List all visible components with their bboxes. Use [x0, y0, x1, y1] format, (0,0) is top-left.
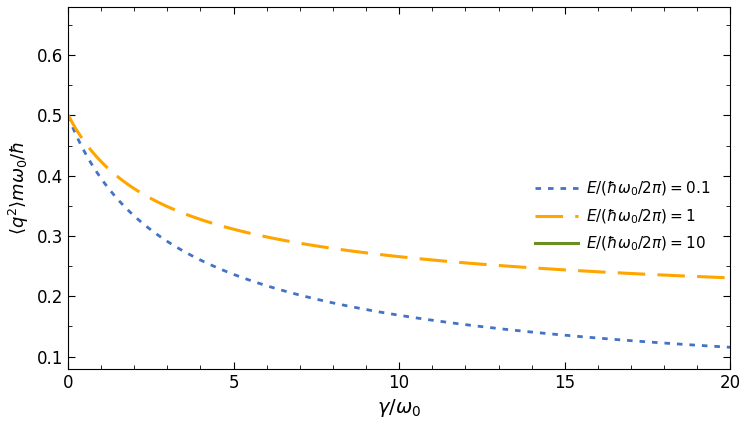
$E/(\hbar\omega_0/2\pi)=0.1$: [279, 288, 288, 294]
$E/(\hbar\omega_0/2\pi)=0.1$: [143, 225, 152, 230]
$E/(\hbar\omega_0/2\pi)=1$: [279, 238, 288, 243]
$E/(\hbar\omega_0/2\pi)=0.1$: [64, 113, 73, 118]
$E/(\hbar\omega_0/2\pi)=0.1$: [542, 331, 551, 336]
$E/(\hbar\omega_0/2\pi)=1$: [545, 266, 554, 271]
Y-axis label: $\langle q^2\rangle m\omega_0/\hbar$: $\langle q^2\rangle m\omega_0/\hbar$: [7, 141, 31, 235]
$E/(\hbar\omega_0/2\pi)=1$: [64, 112, 73, 117]
Line: $E/(\hbar\omega_0/2\pi)=1$: $E/(\hbar\omega_0/2\pi)=1$: [68, 114, 731, 278]
$E/(\hbar\omega_0/2\pi)=0.1$: [545, 331, 554, 337]
$E/(\hbar\omega_0/2\pi)=0.1$: [326, 300, 335, 305]
$E/(\hbar\omega_0/2\pi)=0.1$: [726, 345, 735, 350]
$E/(\hbar\omega_0/2\pi)=1$: [726, 275, 735, 280]
$E/(\hbar\omega_0/2\pi)=1$: [480, 262, 489, 267]
Line: $E/(\hbar\omega_0/2\pi)=0.1$: $E/(\hbar\omega_0/2\pi)=0.1$: [68, 115, 731, 347]
Legend: $E/(\hbar\omega_0/2\pi)=0.1$, $E/(\hbar\omega_0/2\pi)=1$, $E/(\hbar\omega_0/2\pi: $E/(\hbar\omega_0/2\pi)=0.1$, $E/(\hbar\…: [530, 174, 717, 259]
$E/(\hbar\omega_0/2\pi)=1$: [143, 194, 152, 199]
$E/(\hbar\omega_0/2\pi)=1$: [542, 266, 551, 271]
$E/(\hbar\omega_0/2\pi)=1$: [326, 245, 335, 250]
$E/(\hbar\omega_0/2\pi)=0.1$: [480, 325, 489, 330]
X-axis label: $\gamma/\omega_0$: $\gamma/\omega_0$: [377, 397, 421, 419]
